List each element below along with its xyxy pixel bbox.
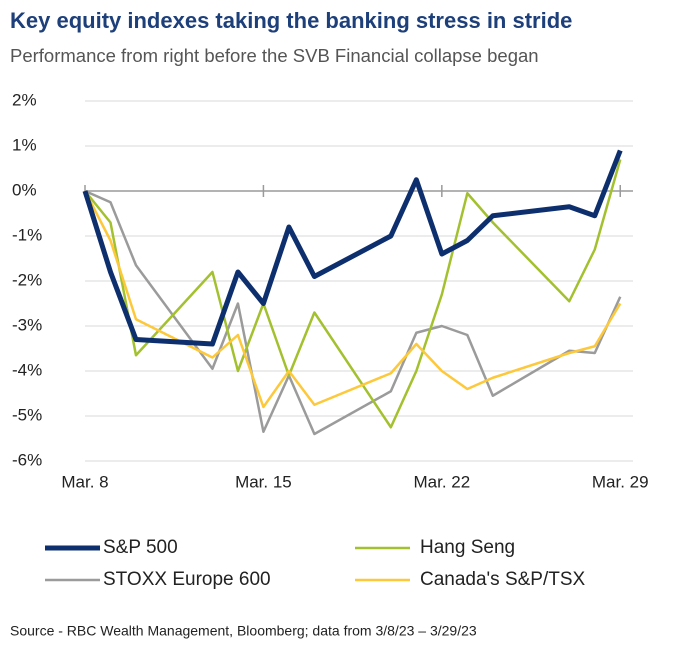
x-tick-label: Mar. 8 [61,472,108,491]
legend-label: Hang Seng [420,537,515,558]
y-tick-label: 1% [12,135,37,154]
series-line [83,190,622,409]
y-tick-label: 0% [12,180,37,199]
series-line [82,149,623,347]
chart-subtitle: Performance from right before the SVB Fi… [10,45,539,66]
x-tick-label: Mar. 22 [413,472,470,491]
y-tick-label: -5% [12,405,42,424]
y-tick-label: -6% [12,450,42,469]
y-tick-label: -1% [12,225,42,244]
y-tick-label: -4% [12,360,42,379]
x-tick-label: Mar. 15 [235,472,292,491]
legend-label: Canada's S&P/TSX [420,569,586,590]
y-tick-label: -3% [12,315,42,334]
y-tick-label: -2% [12,270,42,289]
x-tick-label: Mar. 29 [592,472,649,491]
legend-label: STOXX Europe 600 [103,569,271,590]
source-note: Source - RBC Wealth Management, Bloomber… [10,623,477,639]
legend-label: S&P 500 [103,537,178,558]
y-tick-label: 2% [12,90,37,109]
series-line [84,159,622,429]
series-line [84,189,622,436]
chart-title: Key equity indexes taking the banking st… [10,8,572,33]
